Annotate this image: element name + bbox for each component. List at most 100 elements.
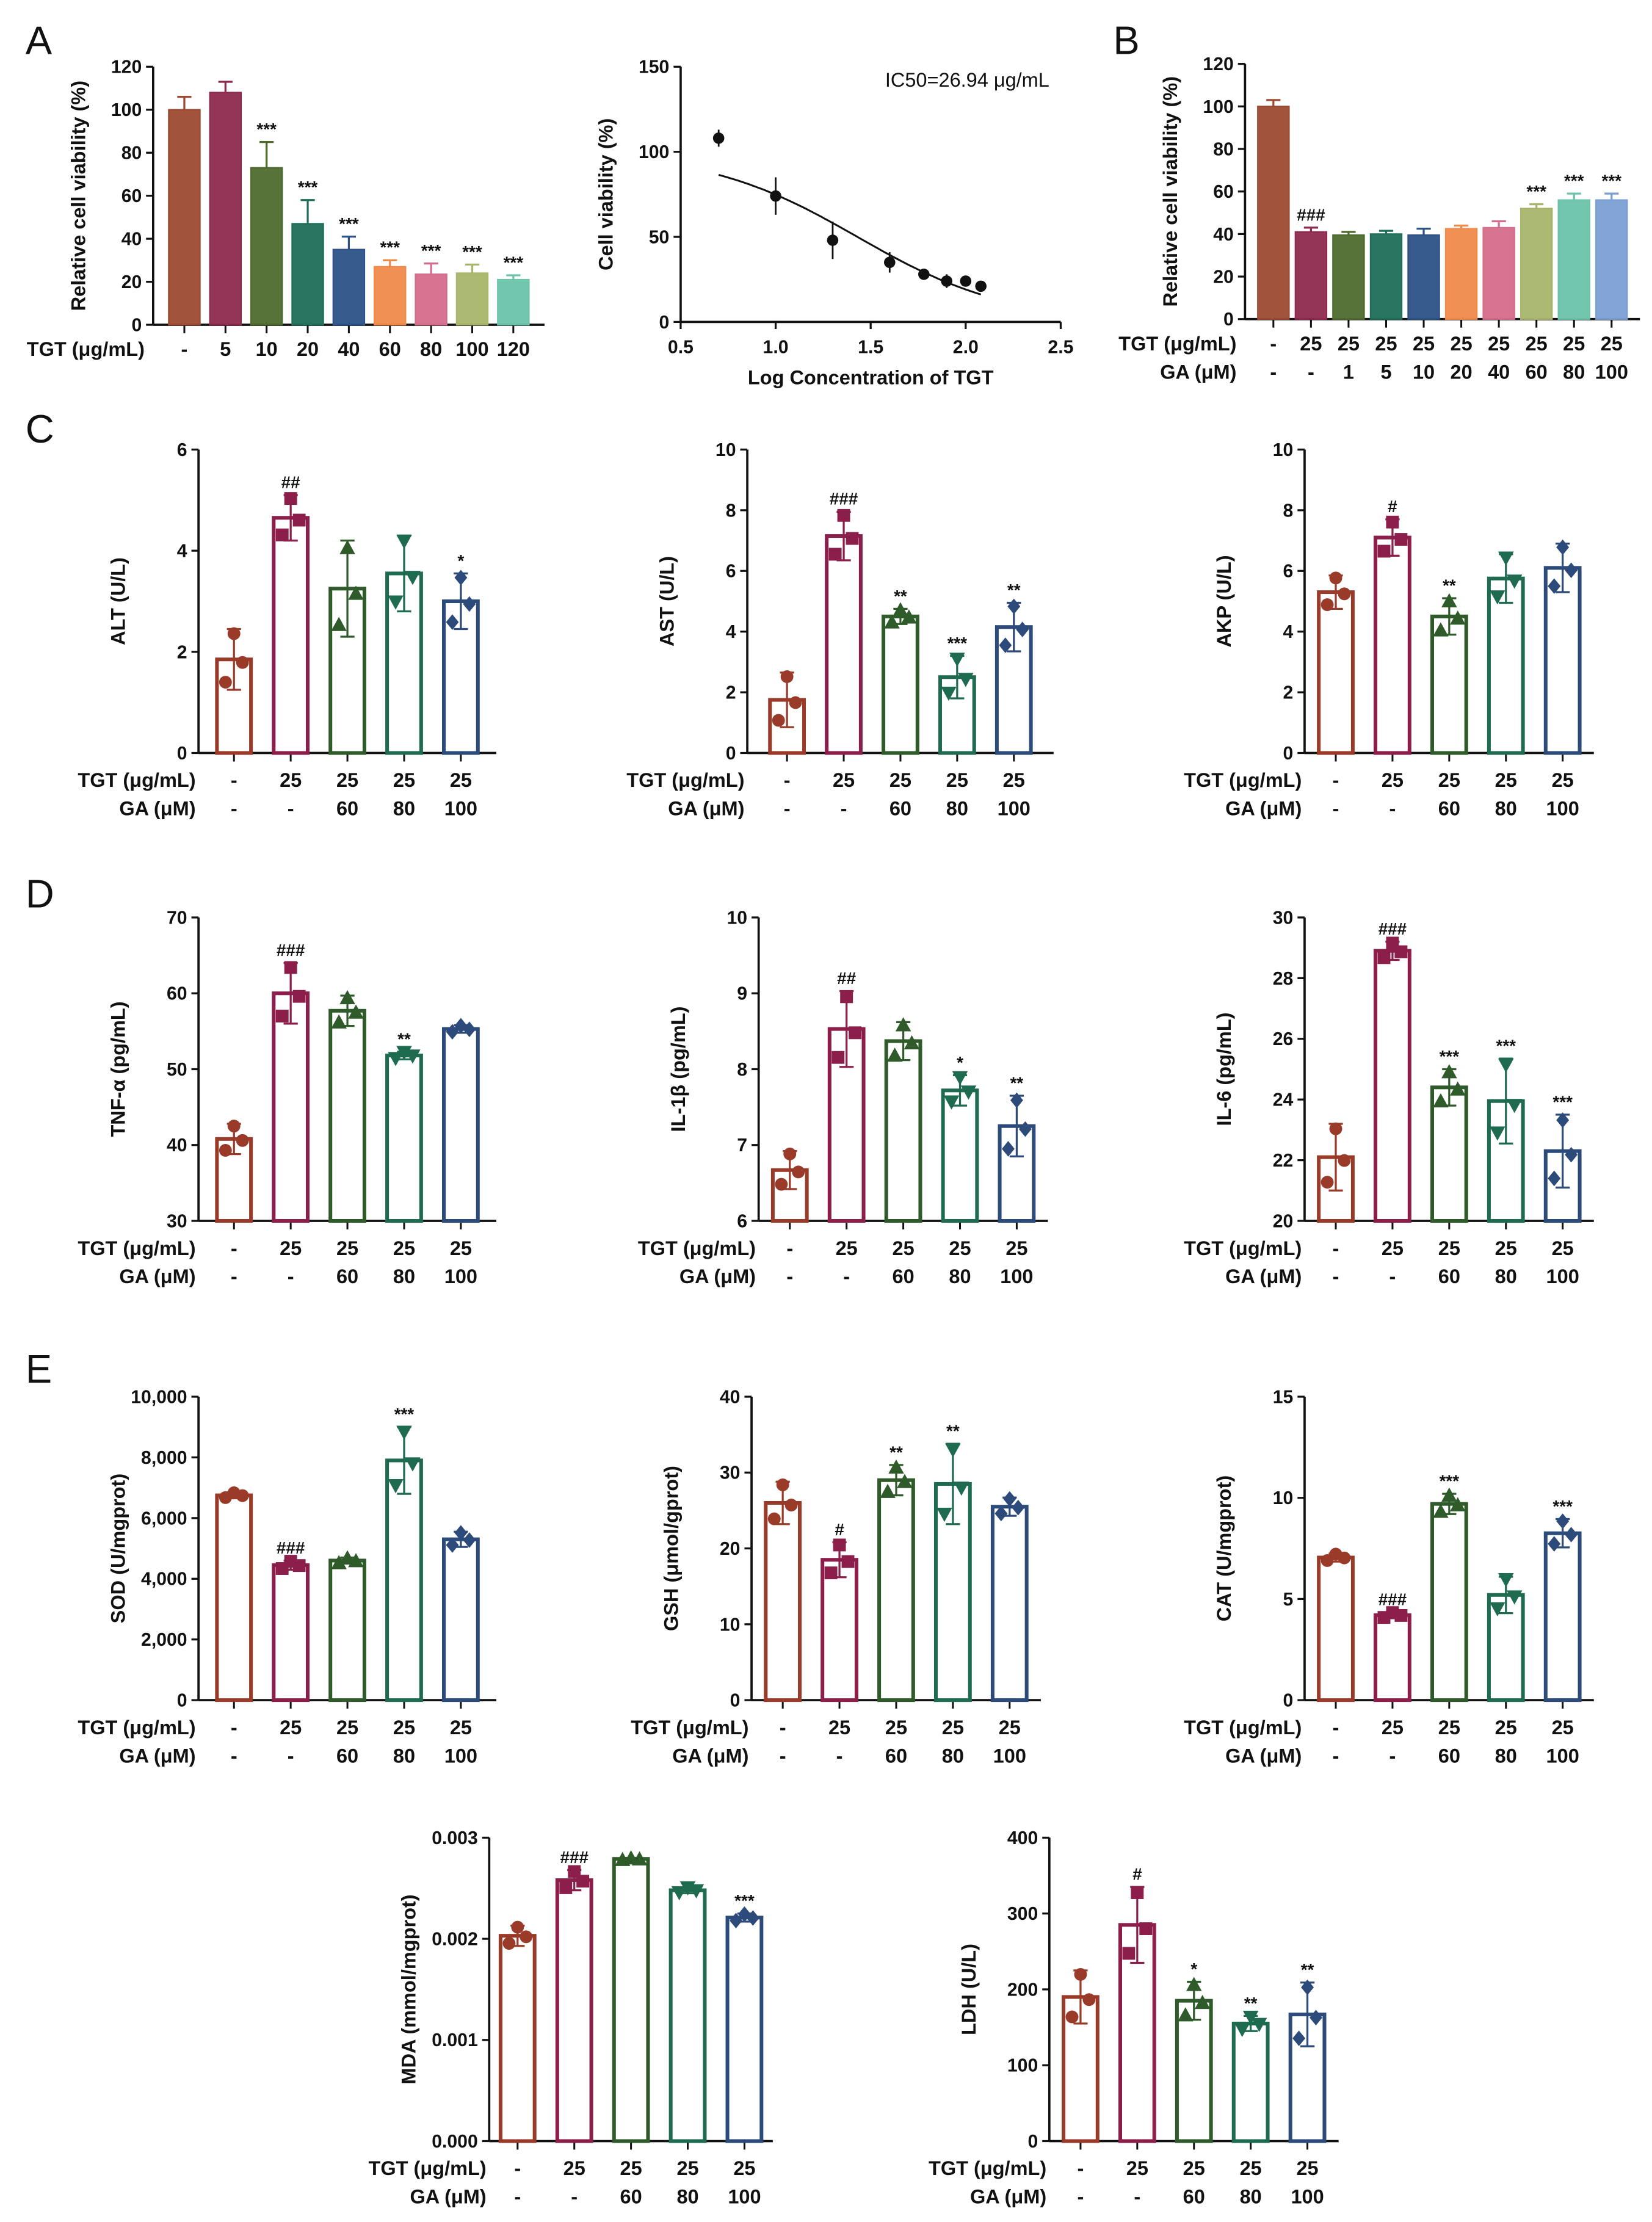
data-point bbox=[520, 1930, 533, 1944]
category-label: 1 bbox=[1343, 361, 1354, 383]
significance-label: *** bbox=[1552, 1497, 1573, 1516]
y-tick-label: 28 bbox=[1273, 969, 1294, 989]
data-point bbox=[945, 1443, 961, 1458]
y-tick-label: 7 bbox=[737, 1135, 747, 1156]
data-point bbox=[784, 1499, 798, 1511]
data-point bbox=[1329, 571, 1342, 585]
bar bbox=[215, 1137, 253, 1223]
data-point bbox=[559, 1881, 573, 1894]
category-label: - bbox=[1270, 333, 1277, 355]
bar bbox=[374, 266, 407, 326]
data-point bbox=[1565, 1146, 1578, 1163]
bar bbox=[1487, 1593, 1525, 1703]
data-point bbox=[1242, 2010, 1259, 2025]
bar bbox=[498, 1934, 537, 2143]
significance-label: *** bbox=[421, 241, 441, 260]
category-label: - bbox=[231, 1745, 237, 1767]
significance-label: # bbox=[1388, 497, 1397, 516]
x-tick-label: 0.5 bbox=[668, 337, 694, 357]
category-label: 25 bbox=[393, 1237, 415, 1259]
significance-label: *** bbox=[256, 120, 277, 139]
significance-label: ** bbox=[946, 1421, 960, 1440]
category-label: 25 bbox=[885, 1717, 907, 1739]
data-point bbox=[1394, 533, 1408, 546]
category-label: 100 bbox=[1000, 1265, 1033, 1287]
y-axis-label: SOD (U/mgprot) bbox=[107, 1474, 129, 1624]
data-point bbox=[1338, 1551, 1351, 1565]
category-label: - bbox=[784, 769, 791, 791]
y-tick-label: 80 bbox=[121, 143, 142, 164]
data-point bbox=[1441, 593, 1457, 607]
category-label: 100 bbox=[1291, 2186, 1324, 2208]
y-tick-label: 0.003 bbox=[432, 1828, 478, 1848]
y-tick-label: 300 bbox=[1007, 1904, 1038, 1924]
category-label: 25 bbox=[828, 1717, 850, 1739]
data-point bbox=[227, 1120, 241, 1133]
category-label: 25 bbox=[450, 1237, 472, 1259]
data-point bbox=[884, 614, 900, 629]
category-label: 80 bbox=[946, 798, 968, 820]
bar bbox=[1175, 1999, 1213, 2143]
y-tick-label: 10,000 bbox=[131, 1387, 187, 1407]
significance-label: ** bbox=[397, 1029, 411, 1048]
data-point bbox=[502, 1937, 516, 1950]
data-point bbox=[1394, 945, 1408, 958]
bar bbox=[1231, 2021, 1270, 2143]
data-point bbox=[884, 256, 896, 269]
bar bbox=[1430, 1502, 1468, 1703]
significance-label: *** bbox=[298, 178, 318, 197]
data-point bbox=[511, 1920, 524, 1934]
y-axis-label: Relative cell viability (%) bbox=[1159, 76, 1181, 307]
significance-label: ** bbox=[1301, 1960, 1314, 1979]
data-point bbox=[1548, 1170, 1561, 1187]
data-point bbox=[1321, 1176, 1334, 1189]
data-point bbox=[904, 1035, 920, 1050]
category-label: 25 bbox=[1526, 333, 1548, 355]
y-tick-label: 60 bbox=[1213, 182, 1234, 202]
category-label: - bbox=[514, 2157, 521, 2179]
ic50-annotation: IC50=26.94 μg/mL bbox=[885, 69, 1049, 91]
panel-label-C: C bbox=[26, 407, 54, 451]
bar bbox=[1374, 535, 1411, 755]
category-label: - bbox=[843, 1265, 850, 1287]
category-label: 25 bbox=[336, 1237, 358, 1259]
significance-label: *** bbox=[947, 634, 968, 653]
y-tick-label: 100 bbox=[111, 100, 142, 120]
y-tick-label: 120 bbox=[1203, 54, 1233, 74]
data-point bbox=[576, 1875, 590, 1888]
y-tick-label: 5 bbox=[1283, 1590, 1294, 1610]
row-label: TGT (μg/mL) bbox=[631, 1717, 748, 1739]
y-tick-label: 10 bbox=[720, 1615, 741, 1635]
data-point bbox=[1433, 1504, 1449, 1518]
chart-12: 0.000 0.001 0.002 0.003 MDA (mmol/mgprot) ###… bbox=[369, 1828, 773, 2208]
category-label: - bbox=[231, 1717, 237, 1739]
bar bbox=[1543, 566, 1582, 755]
row-label: GA (μM) bbox=[679, 1265, 756, 1287]
significance-label: *** bbox=[504, 253, 524, 272]
data-point bbox=[849, 1026, 862, 1040]
data-point bbox=[792, 1165, 805, 1179]
data-point bbox=[918, 269, 930, 280]
y-tick-label: 0 bbox=[177, 1691, 187, 1711]
data-point bbox=[776, 1478, 789, 1491]
category-label: 25 bbox=[1300, 333, 1322, 355]
significance-label: ### bbox=[1378, 919, 1407, 938]
bar bbox=[209, 92, 242, 326]
data-point bbox=[897, 1474, 913, 1488]
y-tick-label: 60 bbox=[121, 186, 142, 206]
data-point bbox=[219, 1143, 232, 1157]
y-tick-label: 2 bbox=[726, 683, 736, 703]
category-label: - bbox=[1333, 1717, 1339, 1739]
bar bbox=[272, 516, 310, 755]
category-label: - bbox=[288, 1265, 294, 1287]
data-point bbox=[943, 1095, 960, 1110]
y-tick-label: 20 bbox=[720, 1539, 741, 1559]
bar bbox=[725, 1916, 764, 2143]
category-label: 60 bbox=[893, 1265, 915, 1287]
data-point bbox=[841, 1555, 855, 1568]
chart-5: 0 2 4 6 8 10 AKP (U/L) # ** TGT (μg/mL) - 25 25 25 25 G… bbox=[1184, 440, 1594, 820]
row-label: TGT (μg/mL) bbox=[78, 1237, 195, 1259]
data-point bbox=[1131, 1886, 1144, 1899]
y-tick-label: 8 bbox=[1283, 501, 1294, 521]
